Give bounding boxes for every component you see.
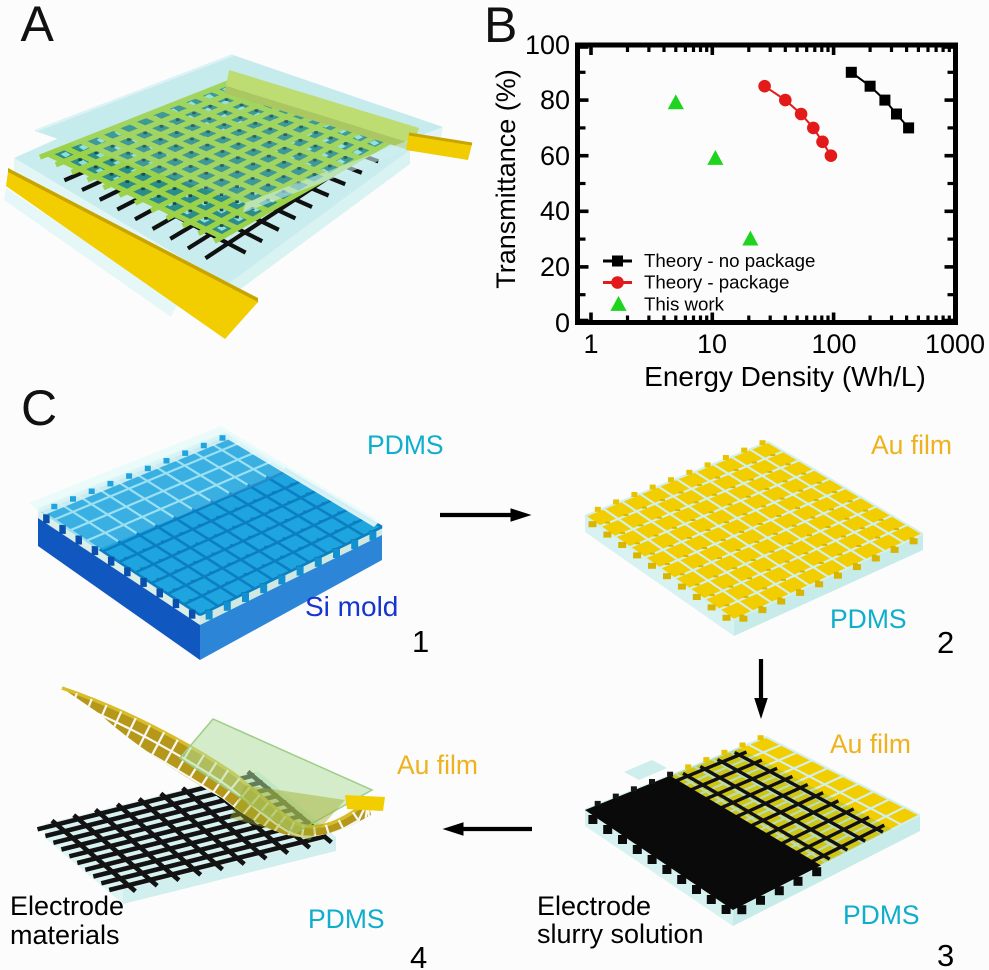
svg-text:1000: 1000 [925, 329, 985, 359]
svg-text:Theory - package: Theory - package [644, 272, 789, 293]
svg-text:Transmittance (%): Transmittance (%) [491, 69, 521, 289]
svg-text:2: 2 [937, 625, 954, 660]
svg-text:Si mold: Si mold [305, 591, 398, 622]
svg-text:80: 80 [540, 85, 570, 115]
svg-text:C: C [21, 380, 57, 436]
svg-text:1: 1 [583, 329, 598, 359]
svg-text:60: 60 [540, 141, 570, 171]
svg-text:Au film: Au film [830, 729, 911, 759]
svg-text:slurry solution: slurry solution [537, 919, 704, 949]
svg-text:20: 20 [540, 252, 570, 282]
svg-text:PDMS: PDMS [367, 430, 444, 460]
svg-text:4: 4 [410, 940, 427, 970]
svg-text:1: 1 [412, 624, 429, 659]
svg-text:40: 40 [540, 196, 570, 226]
svg-text:10: 10 [697, 329, 727, 359]
svg-text:Theory - no package: Theory - no package [644, 250, 815, 271]
svg-text:PDMS: PDMS [830, 604, 907, 634]
svg-text:PDMS: PDMS [308, 904, 385, 934]
svg-text:3: 3 [937, 938, 954, 970]
svg-text:Electrode: Electrode [537, 891, 651, 921]
svg-text:A: A [21, 0, 55, 52]
svg-text:100: 100 [525, 30, 570, 60]
svg-text:Electrode: Electrode [10, 891, 124, 921]
svg-text:Au film: Au film [397, 750, 478, 780]
svg-text:This work: This work [644, 294, 725, 315]
svg-text:100: 100 [811, 329, 856, 359]
svg-text:B: B [484, 0, 517, 53]
svg-text:0: 0 [555, 308, 570, 338]
svg-text:Energy Density (Wh/L): Energy Density (Wh/L) [644, 361, 926, 392]
svg-text:materials: materials [10, 920, 120, 950]
svg-text:PDMS: PDMS [843, 900, 920, 930]
svg-text:Au film: Au film [871, 430, 952, 460]
